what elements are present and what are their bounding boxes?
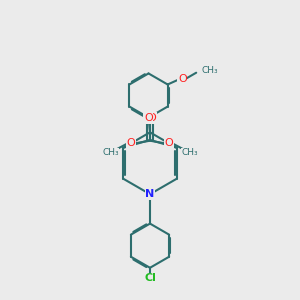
Text: O: O — [178, 74, 187, 84]
Text: CH₃: CH₃ — [201, 66, 218, 75]
Text: O: O — [164, 138, 173, 148]
Text: O: O — [147, 113, 156, 123]
Text: CH₃: CH₃ — [102, 148, 119, 157]
Text: O: O — [127, 138, 136, 148]
Text: Cl: Cl — [144, 273, 156, 283]
Text: CH₃: CH₃ — [181, 148, 198, 157]
Text: O: O — [144, 113, 153, 123]
Text: N: N — [146, 189, 154, 199]
